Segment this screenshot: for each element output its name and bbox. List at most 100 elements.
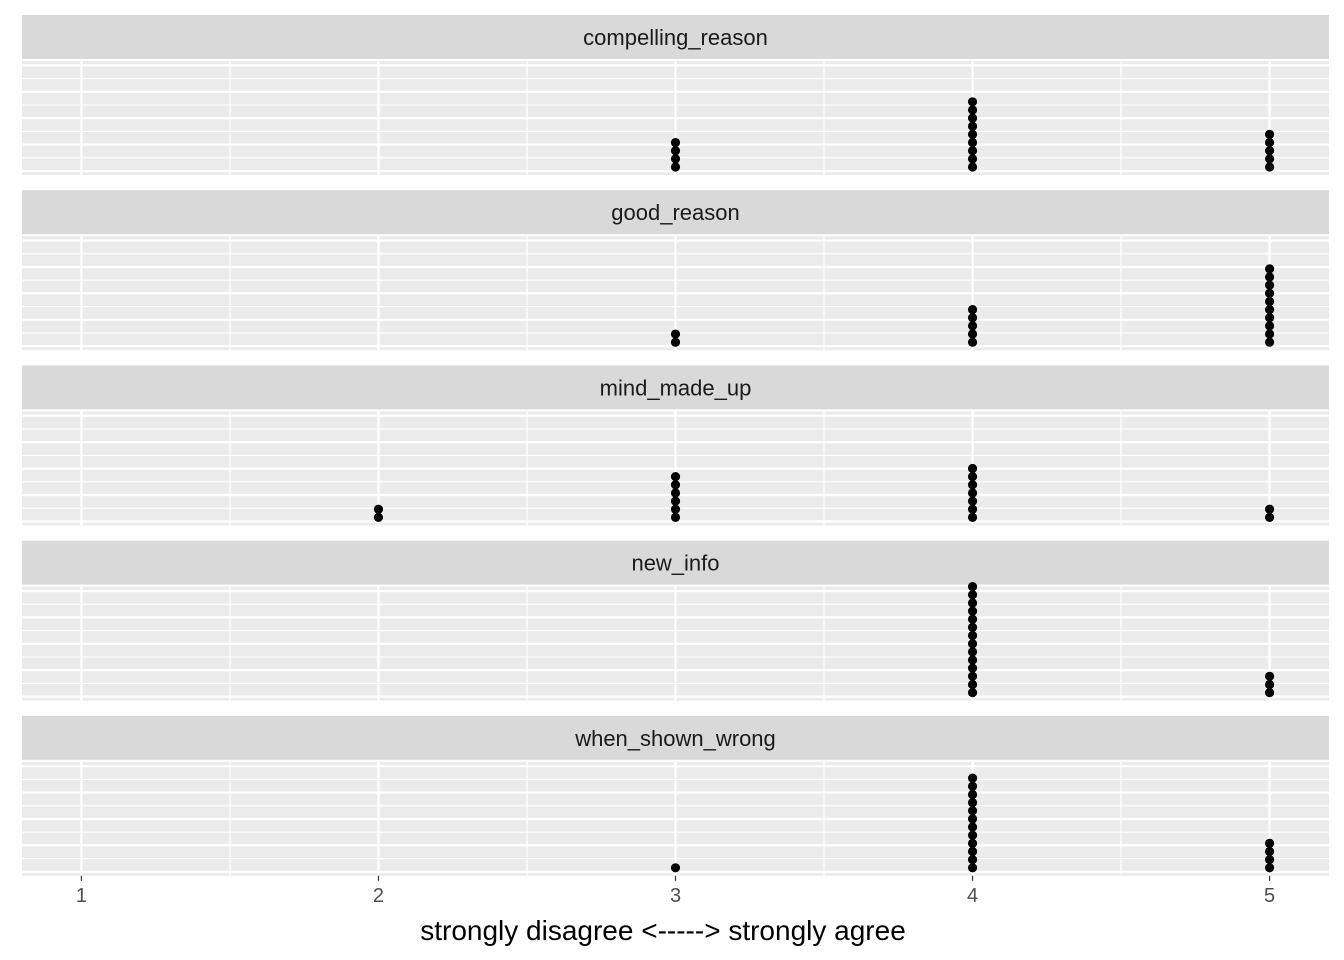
data-point: [967, 105, 978, 115]
data-point: [1264, 688, 1275, 698]
facet-strip-label: compelling_reason: [583, 25, 768, 50]
facet-strip-label: new_info: [631, 551, 719, 576]
data-point: [670, 162, 681, 172]
data-point: [1264, 280, 1275, 290]
data-point: [1264, 296, 1275, 307]
facet-strip: [22, 540, 1329, 585]
data-point: [1264, 671, 1275, 681]
data-point: [670, 512, 681, 523]
data-point: [967, 590, 978, 600]
data-point: [967, 622, 978, 633]
data-point: [967, 855, 978, 865]
data-point: [967, 655, 978, 665]
facet-strip: [22, 715, 1329, 760]
data-point: [967, 846, 978, 857]
data-point: [967, 798, 978, 808]
data-point: [1264, 137, 1275, 148]
data-point: [967, 329, 978, 339]
data-point: [373, 512, 384, 523]
data-point: [967, 305, 978, 315]
data-point: [967, 688, 978, 698]
data-point: [967, 679, 978, 690]
data-point: [967, 639, 978, 649]
x-tick-label: 5: [1264, 885, 1275, 907]
x-axis-title: strongly disagree <-----> strongly agree: [420, 915, 906, 946]
data-point: [967, 480, 978, 490]
data-point: [1264, 679, 1275, 690]
data-point: [1264, 272, 1275, 282]
data-point: [1264, 855, 1275, 865]
facet-when_shown_wrong: when_shown_wrong: [22, 715, 1329, 876]
x-tick-label: 3: [670, 885, 681, 907]
data-point: [670, 496, 681, 506]
data-point: [967, 97, 978, 107]
data-point: [967, 154, 978, 164]
facet-strip-label: good_reason: [611, 200, 739, 225]
data-point: [967, 321, 978, 331]
facet-strip: [22, 15, 1329, 59]
data-point: [967, 814, 978, 824]
data-point: [1264, 512, 1275, 523]
data-point: [967, 146, 978, 156]
data-point: [1264, 305, 1275, 315]
facet-strip: [22, 190, 1329, 235]
data-point: [967, 504, 978, 514]
data-point: [967, 598, 978, 608]
data-point: [1264, 321, 1275, 331]
data-point: [1264, 146, 1275, 156]
data-point: [967, 781, 978, 791]
data-point: [967, 606, 978, 616]
data-point: [670, 488, 681, 498]
data-point: [1264, 129, 1275, 139]
data-point: [967, 463, 978, 474]
data-point: [1264, 288, 1275, 298]
x-tick-label: 2: [373, 885, 384, 907]
data-point: [967, 121, 978, 131]
data-point: [1264, 838, 1275, 848]
data-point: [1264, 162, 1275, 172]
data-point: [967, 472, 978, 482]
data-point: [670, 154, 681, 164]
data-point: [967, 337, 978, 347]
data-point: [967, 614, 978, 624]
facets-group: compelling_reason good_reason mind_made_up…: [22, 15, 1329, 876]
data-point: [670, 504, 681, 514]
data-point: [967, 806, 978, 816]
data-point: [967, 671, 978, 681]
data-point: [967, 838, 978, 848]
data-point: [1264, 329, 1275, 339]
data-point: [967, 630, 978, 641]
data-point: [967, 663, 978, 673]
data-point: [967, 822, 978, 832]
data-point: [1264, 154, 1275, 164]
data-point: [1264, 313, 1275, 323]
data-point: [967, 496, 978, 506]
data-point: [670, 137, 681, 148]
x-axis: 1 2 3 4 5: [76, 875, 1275, 907]
data-point: [670, 480, 681, 490]
data-point: [670, 863, 681, 873]
data-point: [967, 789, 978, 800]
facet-strip-label: when_shown_wrong: [574, 726, 776, 751]
data-point: [1264, 846, 1275, 857]
data-point: [967, 830, 978, 840]
data-point: [670, 146, 681, 156]
data-point: [1264, 863, 1275, 873]
facet-compelling_reason: compelling_reason: [22, 15, 1329, 175]
data-point: [967, 113, 978, 123]
data-point: [967, 313, 978, 323]
data-point: [1264, 504, 1275, 514]
data-point: [670, 472, 681, 482]
data-point: [967, 582, 978, 592]
data-point: [967, 488, 978, 498]
data-point: [967, 773, 978, 783]
data-point: [967, 647, 978, 657]
x-tick-label: 4: [967, 885, 978, 907]
facet-strip-label: mind_made_up: [600, 375, 752, 400]
x-tick-label: 1: [76, 885, 87, 907]
data-point: [373, 504, 384, 514]
facet-mind_made_up: mind_made_up: [22, 365, 1329, 526]
facet-good_reason: good_reason: [22, 190, 1329, 351]
data-point: [967, 512, 978, 523]
